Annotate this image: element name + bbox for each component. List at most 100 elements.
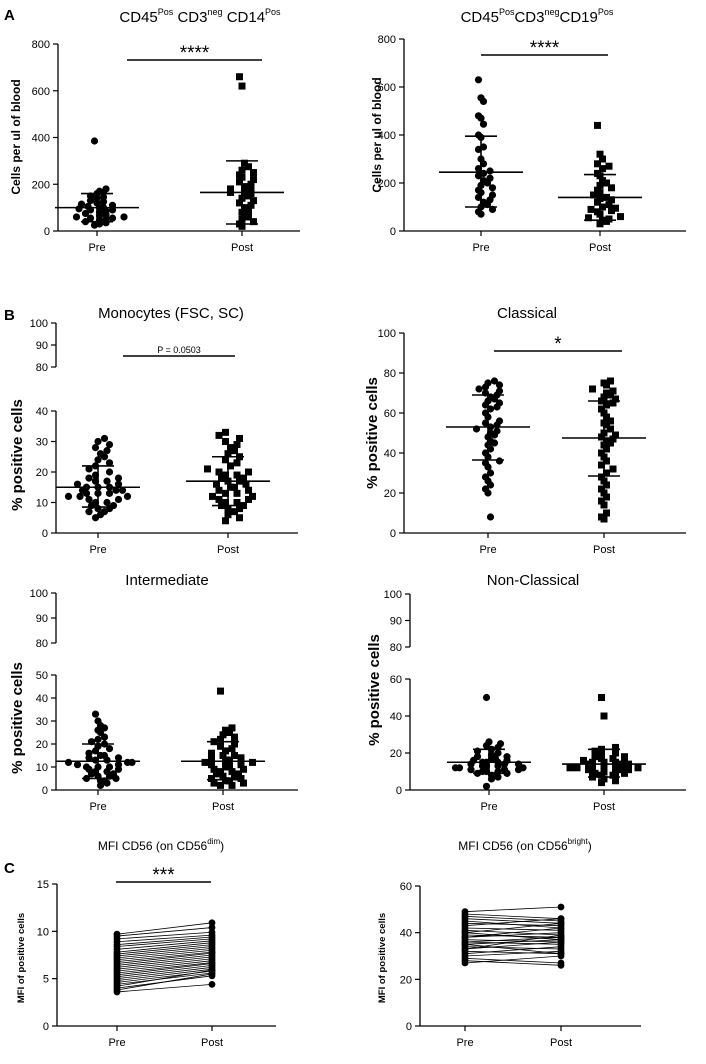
paired-line	[464, 950, 562, 955]
paired-line	[116, 940, 213, 950]
y-tick-label: 0	[43, 1021, 49, 1033]
paired-line	[464, 957, 562, 964]
data-point-pre	[467, 766, 475, 774]
data-point-post	[210, 765, 218, 773]
chart-title: CD45Pos CD3neg CD14Pos	[119, 7, 281, 26]
data-point-post	[240, 474, 247, 482]
paired-line	[116, 960, 213, 972]
y-tick-label: 0	[42, 528, 48, 540]
data-point-pre	[72, 213, 81, 221]
data-point-post	[612, 395, 619, 403]
data-point-pre	[461, 933, 469, 941]
data-point-pre	[73, 761, 82, 769]
data-point-post	[603, 457, 610, 465]
data-point-post	[236, 73, 243, 81]
data-point-post	[608, 207, 615, 215]
data-point-post	[249, 758, 256, 766]
data-point-pre	[64, 492, 73, 500]
data-point-pre	[85, 754, 93, 762]
y-tick-label: 50	[36, 670, 48, 682]
y-tick-label: 100	[30, 588, 48, 600]
y-axis-label: % positive cells	[9, 662, 26, 774]
data-point-post	[237, 775, 245, 782]
data-point-post	[215, 486, 223, 494]
data-point-post	[557, 943, 565, 951]
data-point-post	[600, 393, 608, 401]
x-tick-label-post: Post	[593, 801, 615, 813]
significance-label: ***	[152, 865, 175, 886]
panel-letter-c: C	[4, 860, 15, 877]
data-point-pre	[100, 453, 109, 461]
y-tick-label: 600	[32, 86, 50, 98]
chart-cd14: CD45Pos CD3neg CD14Pos Cells per ul of b…	[9, 7, 300, 254]
data-point-post	[222, 756, 229, 764]
y-tick-label: 30	[36, 437, 48, 449]
y-tick-label: 20	[400, 974, 412, 986]
data-point-post	[233, 441, 241, 449]
data-point-post	[247, 201, 255, 209]
data-point-post	[585, 214, 592, 222]
data-point-post	[603, 481, 610, 489]
data-point-post	[201, 758, 209, 766]
data-point-pre	[461, 929, 469, 937]
significance-label: P = 0.0503	[157, 345, 201, 355]
paired-line	[116, 962, 213, 974]
data-point-post	[226, 756, 233, 764]
data-point-pre	[482, 782, 491, 790]
y-axis-label: Cells per ul of blood	[370, 77, 384, 192]
data-point-post	[238, 222, 246, 230]
data-point-post	[204, 465, 211, 473]
paired-line	[116, 946, 213, 957]
data-point-post	[227, 462, 234, 470]
data-point-pre	[91, 710, 100, 718]
paired-line	[116, 968, 213, 981]
paired-line	[464, 918, 562, 927]
data-point-post	[557, 950, 565, 958]
data-point-post	[241, 187, 248, 195]
data-point-post	[599, 165, 606, 173]
y-axis-label: % positive cells	[364, 377, 381, 489]
data-point-post	[589, 758, 596, 766]
data-point-post	[209, 492, 216, 500]
data-point-pre	[490, 377, 499, 385]
data-point-pre	[487, 775, 496, 783]
data-point-pre	[486, 481, 495, 489]
data-point-pre	[105, 745, 114, 753]
data-point-pre	[490, 439, 499, 447]
data-point-post	[603, 437, 610, 445]
paired-line	[464, 927, 562, 938]
data-point-post	[607, 377, 614, 385]
data-point-pre	[113, 988, 121, 996]
data-point-pre	[486, 167, 494, 175]
data-point-post	[603, 445, 610, 453]
data-point-post	[217, 781, 224, 789]
chart-title: Classical	[497, 305, 557, 322]
paired-line	[116, 944, 213, 955]
data-point-post	[600, 489, 608, 497]
data-point-post	[208, 924, 216, 931]
data-point-post	[607, 439, 614, 447]
paired-line	[464, 918, 562, 924]
data-point-post	[589, 762, 596, 770]
y-tick-label: 0	[406, 1021, 412, 1033]
paired-line	[116, 956, 213, 968]
data-point-post	[245, 213, 252, 221]
data-point-post	[217, 742, 224, 750]
x-tick-label-pre: Pre	[89, 544, 106, 556]
significance-label: *	[554, 334, 562, 355]
data-point-post	[617, 213, 624, 221]
data-point-pre	[503, 769, 511, 777]
data-point-post	[224, 450, 232, 458]
data-point-post	[608, 184, 615, 192]
data-point-pre	[100, 733, 109, 741]
data-point-post	[598, 449, 605, 457]
chart-title: MFI CD56 (on CD56bright)	[458, 837, 591, 853]
data-point-post	[233, 489, 241, 497]
data-point-post	[618, 766, 626, 774]
data-point-post	[218, 474, 225, 482]
data-point-post	[222, 777, 229, 785]
data-point-post	[599, 203, 606, 211]
data-point-post	[226, 763, 233, 771]
data-point-post	[609, 465, 617, 473]
